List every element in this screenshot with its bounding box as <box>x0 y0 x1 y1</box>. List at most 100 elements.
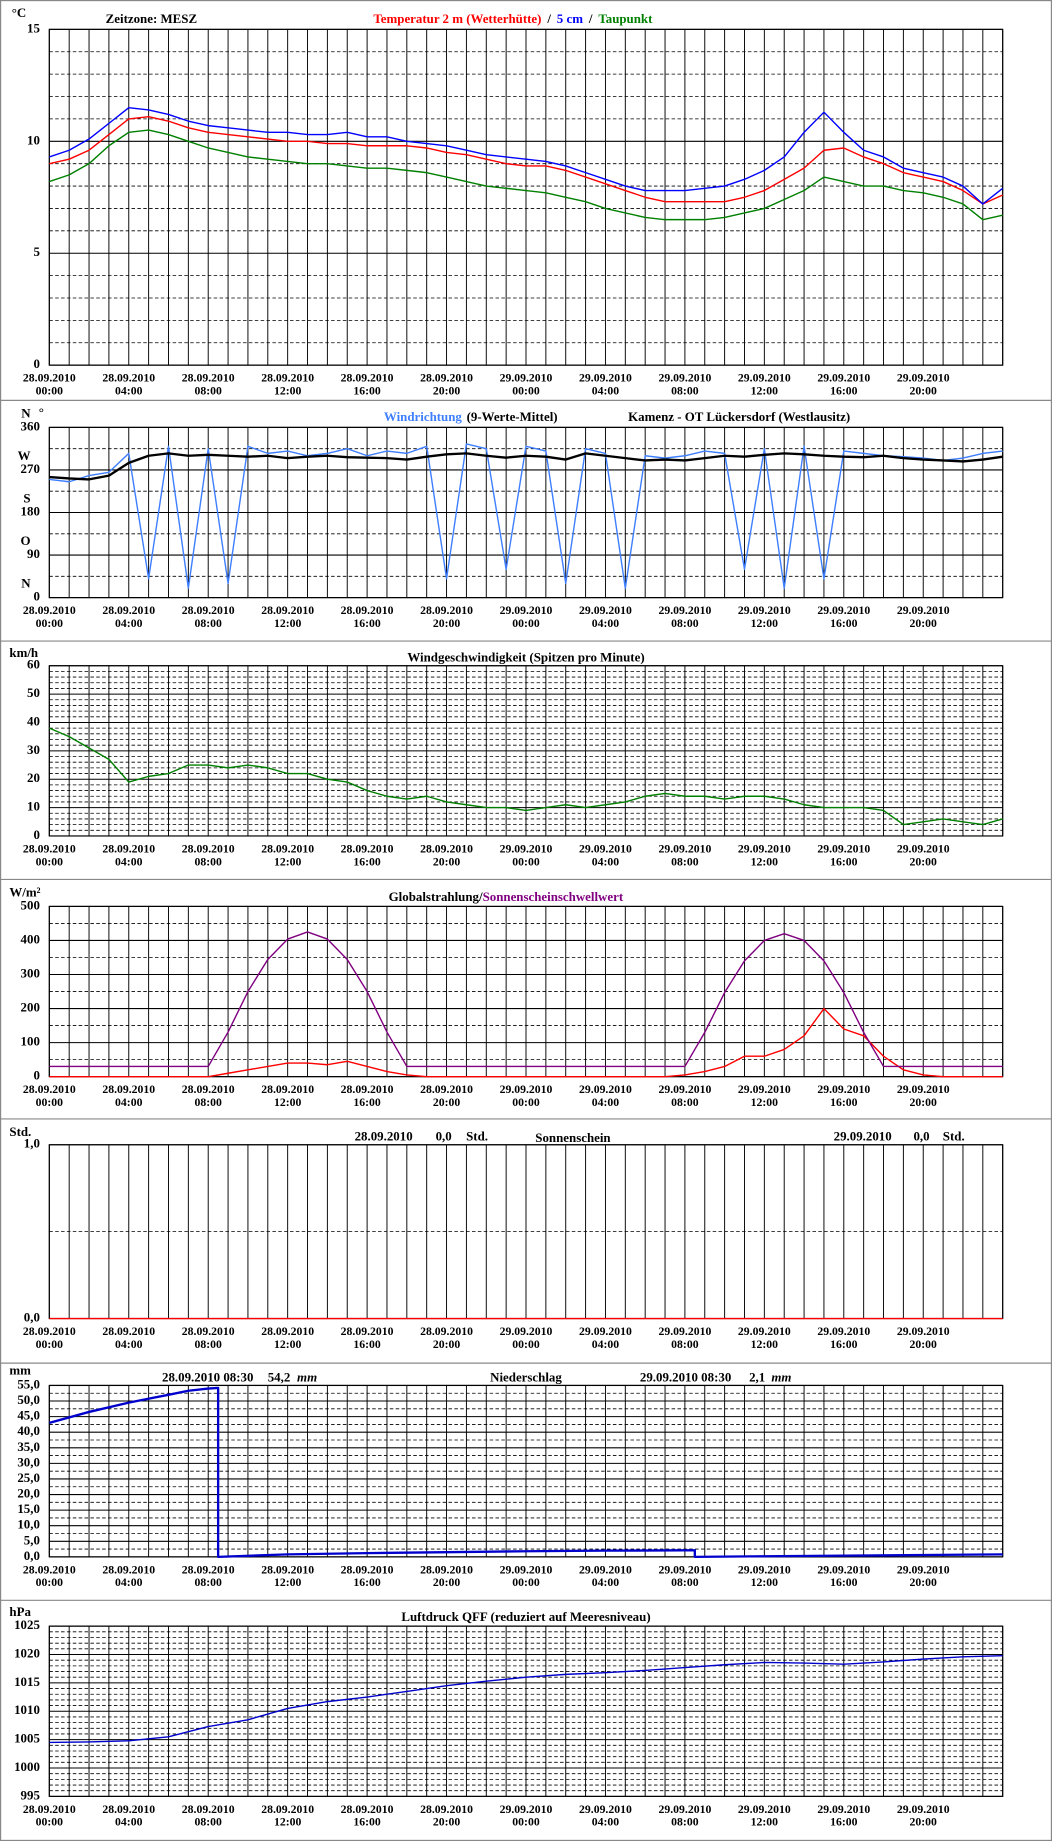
y-tick-label: 0 <box>33 589 39 604</box>
data-line <box>49 727 1003 826</box>
y-tick-name: S <box>23 491 30 506</box>
x-tick-label: 29.09.2010 08:00 <box>658 1803 712 1830</box>
x-tick-label: 29.09.2010 08:00 <box>658 1325 712 1352</box>
plot-frame <box>48 1384 1004 1558</box>
x-tick-label: 29.09.2010 04:00 <box>579 1083 632 1110</box>
legend-label: (9-Werte-Mittel) <box>467 409 558 424</box>
y-tick-name: W <box>18 448 31 463</box>
y-tick-label: 1020 <box>14 1645 40 1660</box>
x-tick-label: 29.09.2010 00:00 <box>499 843 553 869</box>
x-tick-label: 28.09.2010 00:00 <box>22 1563 76 1590</box>
x-tick-label: 29.09.2010 04:00 <box>579 1325 632 1352</box>
annotation: 28.09.2010 08:30 <box>162 1369 253 1384</box>
x-tick-label: 29.09.2010 00:00 <box>499 604 553 631</box>
x-tick-label: 29.09.2010 20:00 <box>896 604 950 631</box>
annotation: 29.09.2010 <box>834 1129 892 1144</box>
x-tick-label: 28.09.2010 20:00 <box>420 843 473 869</box>
y-tick-label: 10,0 <box>17 1517 40 1532</box>
y-tick-label: 60 <box>27 657 40 672</box>
y-tick-name: N <box>21 405 31 420</box>
x-tick-label: 29.09.2010 20:00 <box>896 843 950 869</box>
x-tick-label: 28.09.2010 08:00 <box>181 372 235 399</box>
x-tick-label: 28.09.2010 12:00 <box>261 1563 315 1590</box>
y-unit: mm <box>9 1362 31 1377</box>
x-tick-label: 28.09.2010 12:00 <box>261 843 315 869</box>
legend-label: Taupunkt <box>598 11 653 26</box>
legend-label: Globalstrahlung <box>389 889 480 904</box>
x-tick-label: 29.09.2010 12:00 <box>737 1563 791 1590</box>
legend-label: 5 cm <box>557 11 583 26</box>
data-line <box>49 1007 1003 1078</box>
x-tick-label: 29.09.2010 20:00 <box>896 372 950 399</box>
annotation: 54,2 <box>268 1369 291 1384</box>
x-tick-label: 28.09.2010 16:00 <box>340 1803 394 1830</box>
plot-frame <box>48 28 1004 366</box>
y-tick-label: 90 <box>27 546 40 561</box>
y-tick-label: 10 <box>27 132 40 147</box>
x-tick-label: 28.09.2010 16:00 <box>340 1083 394 1110</box>
x-tick-label: 28.09.2010 00:00 <box>22 843 76 869</box>
data-line <box>49 443 1003 589</box>
y-tick-label: 1010 <box>14 1702 40 1717</box>
x-tick-label: 28.09.2010 12:00 <box>261 604 315 631</box>
x-tick-label: 28.09.2010 08:00 <box>181 1803 235 1830</box>
y-tick-label: 300 <box>21 965 40 980</box>
legend-label: Temperatur 2 m (Wetterhütte) <box>373 11 541 26</box>
data-line <box>49 1654 1003 1744</box>
x-tick-label: 28.09.2010 20:00 <box>420 1325 473 1352</box>
x-tick-label: 29.09.2010 20:00 <box>896 1803 950 1830</box>
y-tick-label: 100 <box>21 1034 40 1049</box>
x-tick-label: 28.09.2010 08:00 <box>181 843 235 869</box>
chart-title: Sonnenschein <box>535 1130 610 1145</box>
annotation: mm <box>297 1369 317 1384</box>
y-tick-label: 15,0 <box>17 1501 40 1516</box>
x-tick-label: 28.09.2010 12:00 <box>261 1083 315 1110</box>
y-tick-label: 25,0 <box>17 1470 40 1485</box>
x-tick-label: 28.09.2010 20:00 <box>420 1803 473 1830</box>
x-tick-label: 29.09.2010 04:00 <box>579 843 632 869</box>
plot-frame <box>48 665 1004 837</box>
x-tick-label: 29.09.2010 16:00 <box>817 372 871 399</box>
x-tick-label: 28.09.2010 04:00 <box>102 1083 156 1110</box>
y-tick-label: 180 <box>21 503 40 518</box>
x-tick-label: 28.09.2010 08:00 <box>181 1083 235 1110</box>
legend-label: Windrichtung <box>384 409 462 424</box>
annotation: Zeitzone: MESZ <box>106 11 197 26</box>
plot-frame <box>48 426 1004 599</box>
y-tick-label: 10 <box>27 799 40 814</box>
x-tick-label: 29.09.2010 16:00 <box>817 1325 871 1352</box>
y-tick-label: 50 <box>27 685 40 700</box>
y-tick-label: 995 <box>21 1787 40 1802</box>
x-tick-label: 29.09.2010 04:00 <box>579 372 632 399</box>
x-tick-label: 29.09.2010 12:00 <box>737 1325 791 1352</box>
x-tick-label: 28.09.2010 20:00 <box>420 1083 473 1110</box>
y-tick-label: 50,0 <box>17 1392 40 1407</box>
y-tick-label: 0,0 <box>24 1548 40 1563</box>
legend-label: Sonnenscheinschwellwert <box>483 889 624 904</box>
data-line <box>49 452 1003 481</box>
x-tick-label: 28.09.2010 04:00 <box>102 372 156 399</box>
y-tick-label: 270 <box>21 461 40 476</box>
y-tick-label: 1015 <box>14 1674 40 1689</box>
x-tick-label: 29.09.2010 08:00 <box>658 1083 712 1110</box>
y-tick-label: 1,0 <box>24 1136 40 1151</box>
y-tick-label: 40,0 <box>17 1423 40 1438</box>
x-tick-label: 28.09.2010 20:00 <box>420 604 473 631</box>
x-tick-label: 29.09.2010 12:00 <box>737 843 791 869</box>
x-tick-label: 28.09.2010 16:00 <box>340 1325 394 1352</box>
annotation: mm <box>771 1369 791 1384</box>
x-tick-label: 29.09.2010 16:00 <box>817 1563 871 1590</box>
y-tick-label: 0,0 <box>24 1309 40 1324</box>
y-tick-label: 5,0 <box>24 1532 40 1547</box>
y-tick-label: 30 <box>27 742 40 757</box>
x-tick-label: 29.09.2010 04:00 <box>579 604 632 631</box>
y-tick-name: O <box>20 533 30 548</box>
data-line <box>49 129 1003 221</box>
y-tick-label: 5 <box>33 244 39 259</box>
legend-separator: / <box>546 11 551 26</box>
legend-separator: / <box>478 889 483 904</box>
x-tick-label: 28.09.2010 16:00 <box>340 604 394 631</box>
